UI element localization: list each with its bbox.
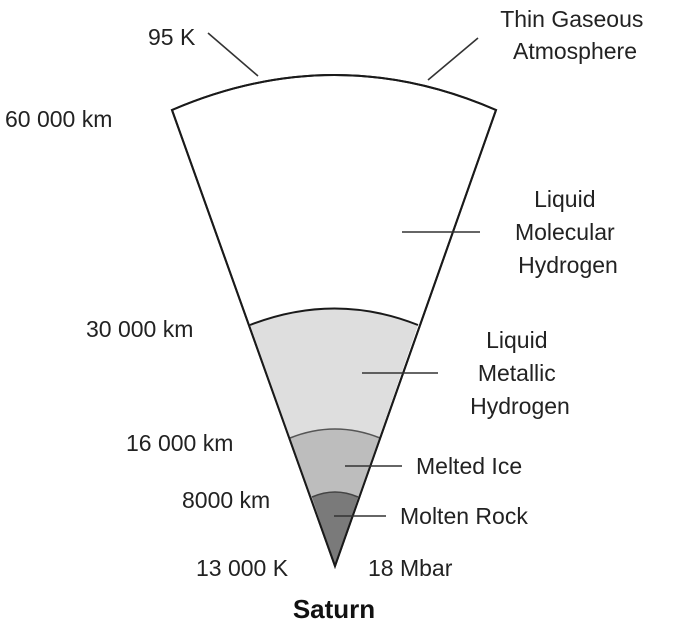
center-temperature-label: 13 000 K xyxy=(196,555,289,581)
wedge-outline xyxy=(170,74,498,569)
molten-rock-label: Molten Rock xyxy=(400,503,528,529)
boundary-8000-km xyxy=(311,491,359,498)
radius-30000-label: 30 000 km xyxy=(86,316,193,342)
metallic-hydrogen-label: Liquid Metallic Hydrogen xyxy=(470,327,570,419)
molecular-hydrogen-label: Liquid Molecular Hydrogen xyxy=(515,186,621,278)
atmosphere-label: Thin Gaseous Atmosphere xyxy=(500,6,650,64)
boundary-30000-km xyxy=(249,307,419,326)
top-temperature-label: 95 K xyxy=(148,24,196,50)
boundary-16000-km xyxy=(289,428,381,439)
melted-ice-label: Melted Ice xyxy=(416,453,522,479)
leader-95k xyxy=(207,32,259,77)
leader-atmosphere xyxy=(427,37,479,81)
diagram-title: Saturn xyxy=(293,594,375,624)
center-pressure-label: 18 Mbar xyxy=(368,555,453,581)
radius-16000-label: 16 000 km xyxy=(126,430,233,456)
molten-rock-layer xyxy=(312,492,358,566)
radius-8000-label: 8000 km xyxy=(182,487,270,513)
radius-60000-label: 60 000 km xyxy=(5,106,112,132)
